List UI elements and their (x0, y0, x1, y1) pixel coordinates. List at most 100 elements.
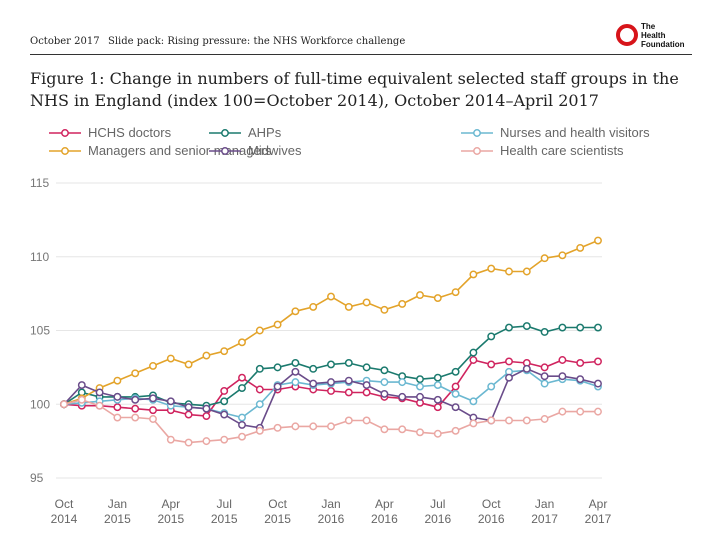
data-point-managers-and-senior-managers (273, 320, 282, 329)
x-tick-label: Apr 2015 (157, 497, 184, 526)
data-point-midwives (273, 382, 282, 391)
data-point-health-care-scientists (416, 428, 424, 437)
data-point-health-care-scientists (131, 413, 140, 422)
data-point-hchs-doctors (469, 356, 478, 364)
data-point-midwives (184, 403, 193, 412)
data-point-health-care-scientists (255, 426, 264, 435)
data-point-health-care-scientists (60, 400, 68, 409)
data-point-health-care-scientists (380, 425, 389, 434)
data-point-managers-and-senior-managers (380, 305, 389, 314)
data-point-health-care-scientists (362, 416, 371, 425)
y-tick-label: 110 (30, 250, 49, 264)
data-point-hchs-doctors (220, 387, 229, 395)
data-point-midwives (505, 373, 513, 382)
x-tick-label: Apr 2017 (585, 497, 612, 526)
data-point-nurses-and-health-visitors (540, 379, 549, 388)
data-point-midwives (380, 389, 389, 398)
y-tick-label: 105 (30, 324, 50, 338)
data-point-managers-and-senior-managers (149, 361, 157, 370)
x-tick-label: Jan 2017 (531, 497, 558, 526)
data-point-hchs-doctors (344, 388, 353, 397)
data-point-health-care-scientists (594, 407, 602, 416)
data-point-ahps (238, 384, 246, 392)
data-point-managers-and-senior-managers (416, 291, 424, 300)
logo-text: The Health Foundation (641, 22, 685, 49)
data-point-managers-and-senior-managers (166, 354, 175, 363)
data-point-ahps (309, 364, 318, 373)
data-point-managers-and-senior-managers (398, 300, 407, 308)
data-point-midwives (558, 372, 567, 381)
x-tick-label: Jan 2015 (104, 497, 131, 526)
health-foundation-logo: The Health Foundation (616, 22, 696, 52)
data-point-ahps (327, 360, 335, 369)
data-point-midwives (540, 372, 549, 381)
data-point-midwives (522, 364, 531, 373)
series-line-health-care-scientists (63, 398, 598, 444)
data-point-midwives (344, 376, 353, 385)
data-point-midwives (166, 397, 175, 406)
data-point-health-care-scientists (398, 425, 407, 434)
data-point-ahps (540, 328, 549, 336)
legend-marker-icon (461, 129, 493, 137)
data-point-ahps (291, 359, 300, 367)
data-point-midwives (77, 381, 86, 390)
data-point-ahps (576, 323, 585, 332)
data-point-hchs-doctors (327, 387, 335, 395)
data-point-managers-and-senior-managers (327, 292, 335, 301)
data-point-managers-and-senior-managers (558, 251, 567, 260)
data-point-midwives (113, 392, 122, 401)
data-point-managers-and-senior-managers (309, 302, 318, 311)
legend-label: Nurses and health visitors (500, 125, 650, 140)
data-point-nurses-and-health-visitors (469, 397, 478, 406)
data-point-health-care-scientists (469, 419, 478, 428)
data-point-nurses-and-health-visitors (433, 381, 442, 390)
data-point-hchs-doctors (149, 406, 157, 415)
data-point-managers-and-senior-managers (594, 236, 602, 245)
data-point-hchs-doctors (255, 385, 264, 394)
data-point-managers-and-senior-managers (344, 302, 353, 311)
data-point-managers-and-senior-managers (487, 264, 496, 273)
data-point-hchs-doctors (487, 360, 496, 369)
x-tick-label: Oct 2016 (478, 497, 505, 526)
data-point-managers-and-senior-managers (576, 243, 585, 252)
data-point-midwives (291, 367, 300, 376)
logo-ring-icon (616, 24, 638, 46)
legend-label: Midwives (248, 143, 302, 158)
data-point-managers-and-senior-managers (184, 360, 193, 369)
data-point-health-care-scientists (113, 413, 122, 422)
data-point-ahps (558, 323, 567, 332)
data-point-hchs-doctors (184, 410, 193, 419)
x-tick-label: Jul 2016 (424, 497, 451, 526)
header-slide-pack-title: Slide pack: Rising pressure: the NHS Wor… (108, 36, 406, 47)
data-point-health-care-scientists (433, 429, 442, 438)
data-point-ahps (362, 363, 371, 372)
data-point-health-care-scientists (522, 416, 531, 425)
data-point-nurses-and-health-visitors (255, 400, 264, 409)
data-point-ahps (505, 323, 513, 332)
data-point-managers-and-senior-managers (238, 338, 246, 347)
data-point-midwives (362, 381, 371, 390)
data-point-ahps (594, 323, 602, 332)
data-point-ahps (522, 322, 531, 331)
data-point-nurses-and-health-visitors (380, 378, 389, 387)
data-point-nurses-and-health-visitors (451, 389, 460, 398)
data-point-ahps (487, 332, 496, 341)
legend-marker-icon (49, 129, 81, 137)
data-point-nurses-and-health-visitors (416, 382, 424, 391)
data-point-health-care-scientists (166, 435, 175, 444)
data-point-health-care-scientists (291, 422, 300, 431)
figure-title: Figure 1: Change in numbers of full-time… (30, 69, 679, 110)
data-point-hchs-doctors (540, 363, 549, 372)
data-point-hchs-doctors (451, 382, 460, 391)
data-point-managers-and-senior-managers (522, 267, 531, 276)
legend-label: Health care scientists (500, 143, 624, 158)
data-point-ahps (255, 364, 264, 373)
data-point-midwives (131, 395, 140, 404)
data-point-health-care-scientists (451, 426, 460, 435)
data-point-midwives (238, 420, 246, 429)
y-tick-label: 115 (30, 176, 49, 190)
data-point-ahps (469, 348, 478, 357)
data-point-hchs-doctors (238, 373, 246, 382)
legend-label: AHPs (248, 125, 282, 140)
